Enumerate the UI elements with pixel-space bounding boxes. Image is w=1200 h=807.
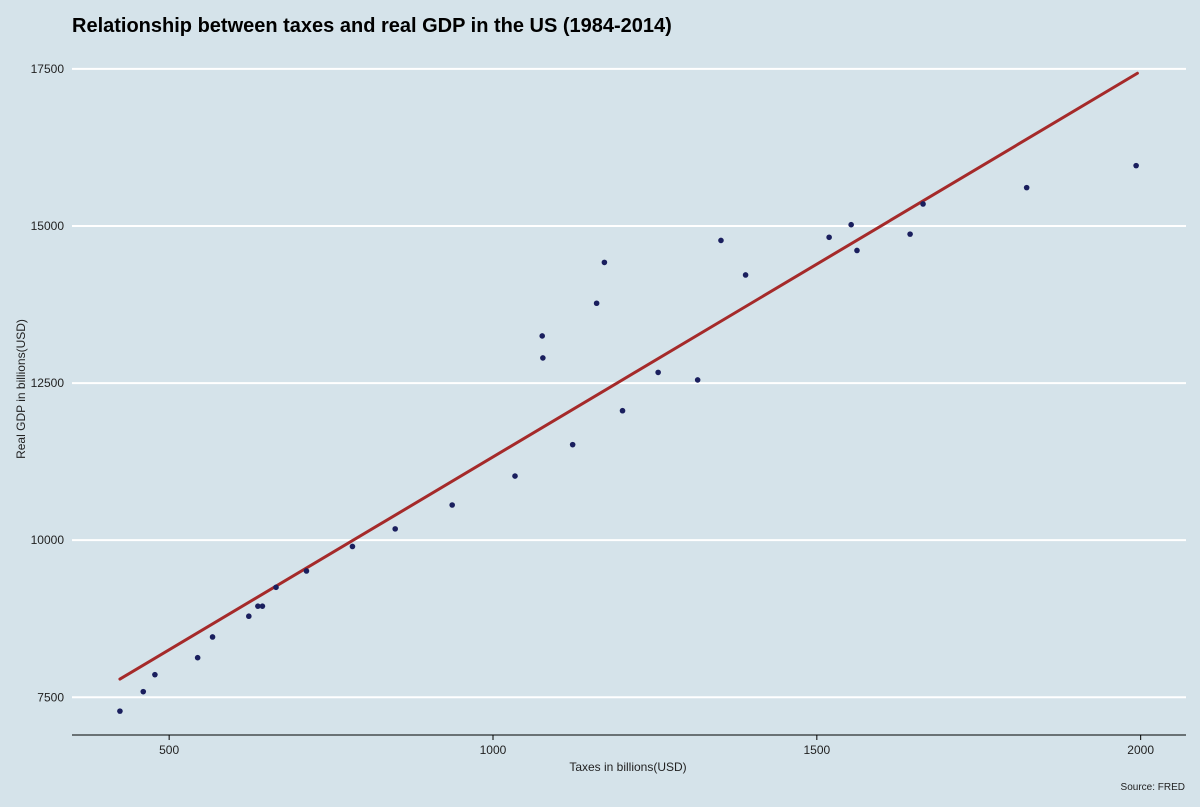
data-point-21 [694, 377, 701, 383]
data-point-16 [569, 441, 576, 448]
data-point-8 [273, 584, 279, 591]
trend-line [118, 71, 1139, 681]
data-point-28 [920, 201, 926, 207]
source-caption: Source: FRED [1121, 782, 1185, 793]
x-tick-label-1500: 1500 [803, 743, 830, 757]
data-point-5 [246, 613, 252, 620]
data-point-15 [540, 355, 546, 361]
data-point-0 [117, 708, 123, 714]
data-points [117, 162, 1139, 714]
data-point-18 [601, 259, 608, 266]
data-point-14 [539, 333, 546, 339]
y-tick-label-10000: 10000 [31, 533, 65, 547]
data-point-30 [1133, 162, 1139, 169]
x-axis-label: Taxes in billions(USD) [569, 760, 686, 774]
data-point-10 [349, 543, 356, 550]
data-point-12 [449, 502, 455, 508]
x-tick-label-500: 500 [159, 743, 179, 757]
data-point-26 [854, 247, 860, 254]
data-point-25 [848, 221, 854, 228]
data-point-19 [619, 407, 626, 414]
x-axis-ticks: 500 1000 1500 2000 [159, 735, 1154, 757]
data-point-3 [194, 654, 201, 661]
data-point-6 [255, 603, 261, 609]
y-axis-ticks: 7500 10000 12500 15000 17500 [31, 62, 65, 704]
data-point-2 [152, 671, 158, 678]
y-tick-label-15000: 15000 [31, 219, 65, 233]
trend-line-layer [118, 71, 1139, 681]
data-point-23 [742, 272, 749, 278]
data-point-22 [718, 237, 724, 244]
data-point-1 [140, 688, 147, 695]
data-point-24 [826, 234, 832, 241]
data-point-29 [1023, 184, 1030, 191]
chart-title: Relationship between taxes and real GDP … [72, 15, 672, 37]
y-axis-label: Real GDP in billions(USD) [14, 319, 28, 459]
data-point-13 [512, 473, 518, 479]
y-tick-label-17500: 17500 [31, 62, 65, 76]
y-tick-label-12500: 12500 [31, 376, 65, 390]
x-tick-label-2000: 2000 [1127, 743, 1154, 757]
data-point-11 [392, 526, 398, 532]
data-point-9 [303, 568, 310, 574]
x-tick-label-1000: 1000 [480, 743, 507, 757]
data-point-4 [209, 634, 216, 640]
gridlines [72, 67, 1186, 699]
y-tick-label-7500: 7500 [37, 690, 64, 704]
data-point-27 [907, 231, 913, 237]
data-point-20 [655, 369, 661, 376]
data-point-17 [593, 300, 600, 307]
data-point-7 [259, 603, 266, 609]
